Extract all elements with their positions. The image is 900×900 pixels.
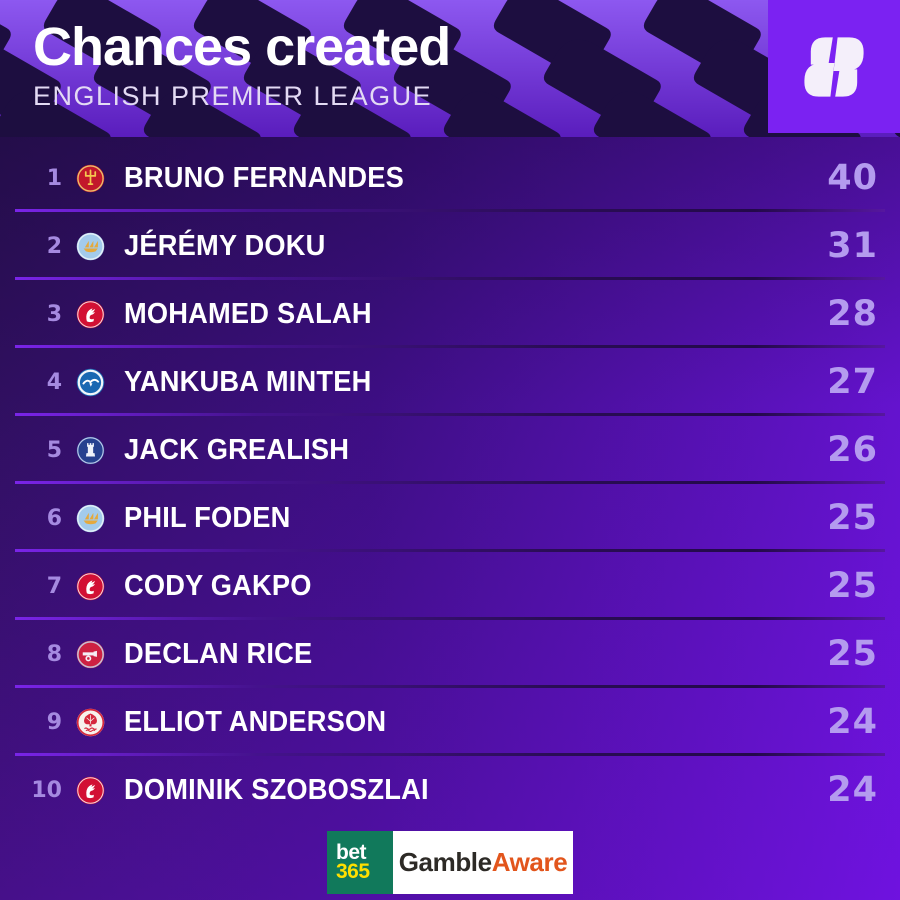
player-name: JACK GREALISH [124, 433, 350, 466]
header: Chances created ENGLISH PREMIER LEAGUE [0, 0, 900, 137]
ranking-list: 1 BRUNO FERNANDES 40 2 JÉRÉMY DOKU 31 3 … [0, 137, 900, 824]
club-badge-liverpool-icon [75, 571, 106, 602]
bet365-number: 365 [336, 860, 370, 884]
rank-label: 7 [46, 573, 62, 599]
club-badge-mancity-icon [75, 231, 106, 262]
rank-label: 8 [46, 641, 62, 667]
stat-value: 24 [827, 702, 878, 742]
rank-label: 9 [46, 709, 62, 735]
table-row: 10 DOMINIK SZOBOSZLAI 24 [0, 756, 900, 824]
gambleaware-word-gamble: Gamble [398, 847, 492, 877]
rank-label: 6 [46, 505, 62, 531]
table-row: 7 CODY GAKPO 25 [0, 552, 900, 620]
stat-value: 28 [827, 294, 878, 334]
rank-label: 3 [46, 301, 62, 327]
player-name: JÉRÉMY DOKU [124, 229, 326, 262]
stat-value: 26 [827, 430, 878, 470]
club-badge-everton-icon [75, 435, 106, 466]
club-badge-forest-icon [75, 707, 106, 738]
stat-value: 24 [827, 770, 878, 810]
table-row: 6 PHIL FODEN 25 [0, 484, 900, 552]
table-row: 3 MOHAMED SALAH 28 [0, 280, 900, 348]
table-row: 2 JÉRÉMY DOKU 31 [0, 212, 900, 280]
table-row: 4 YANKUBA MINTEH 27 [0, 348, 900, 416]
squawka-s-icon [804, 36, 864, 97]
player-name: CODY GAKPO [124, 569, 312, 602]
club-badge-arsenal-icon [75, 639, 106, 670]
rank-label: 2 [46, 233, 62, 259]
stat-value: 25 [827, 634, 878, 674]
bet365-logo: bet 365 [327, 831, 393, 894]
player-name: DOMINIK SZOBOSZLAI [124, 773, 429, 806]
club-badge-liverpool-icon [75, 299, 106, 330]
player-name: DECLAN RICE [124, 637, 313, 670]
table-row: 9 ELLIOT ANDERSON 24 [0, 688, 900, 756]
table-row: 5 JACK GREALISH 26 [0, 416, 900, 484]
rank-label: 5 [46, 437, 62, 463]
rank-label: 4 [46, 369, 62, 395]
stat-value: 25 [827, 566, 878, 606]
player-name: BRUNO FERNANDES [124, 161, 404, 194]
club-badge-liverpool-icon [75, 775, 106, 806]
stat-value: 25 [827, 498, 878, 538]
rank-label: 10 [31, 777, 62, 803]
gambleaware-word-aware: Aware [491, 847, 568, 877]
player-name: YANKUBA MINTEH [124, 365, 372, 398]
bet365-word: bet [336, 841, 367, 864]
table-row: 8 DECLAN RICE 25 [0, 620, 900, 688]
club-badge-mancity-icon [75, 503, 106, 534]
sponsor-bar: bet 365 Gamble Aware [327, 831, 573, 894]
player-name: ELLIOT ANDERSON [124, 705, 387, 738]
page-subtitle: ENGLISH PREMIER LEAGUE [33, 81, 433, 111]
rank-label: 1 [46, 165, 62, 191]
stat-value: 40 [827, 158, 878, 198]
player-name: MOHAMED SALAH [124, 297, 372, 330]
stat-value: 31 [827, 226, 878, 266]
gambleaware-logo: Gamble Aware [393, 831, 573, 894]
player-name: PHIL FODEN [124, 501, 291, 534]
page-title: Chances created [33, 17, 451, 77]
lightning-bolt-pattern [0, 0, 900, 137]
club-badge-manutd-icon [75, 163, 106, 194]
squawka-logo [768, 0, 900, 133]
club-badge-brighton-icon [75, 367, 106, 398]
stat-value: 27 [827, 362, 878, 402]
table-row: 1 BRUNO FERNANDES 40 [0, 144, 900, 212]
